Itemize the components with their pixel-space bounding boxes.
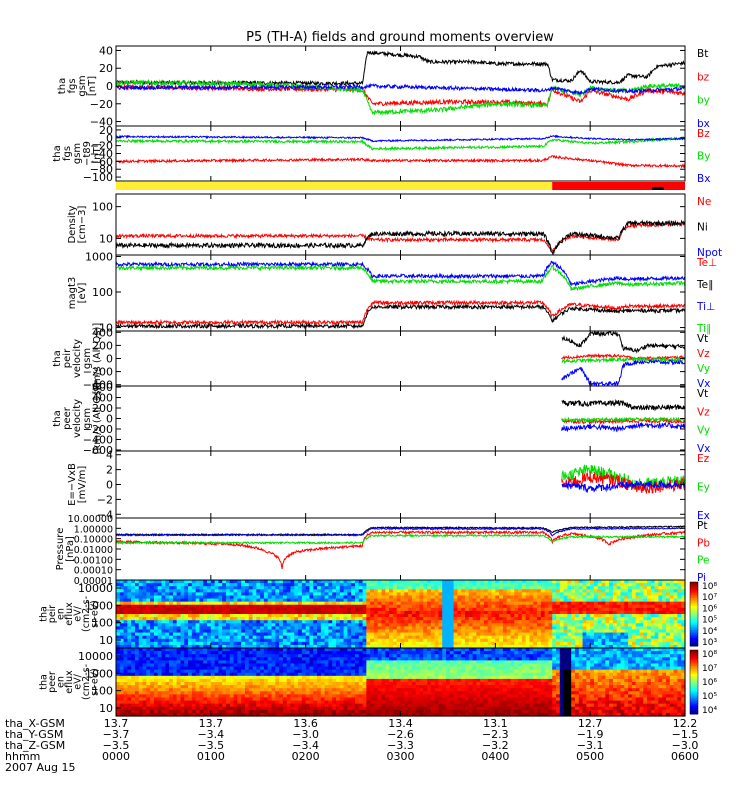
series-line — [562, 360, 685, 385]
y-axis-label-line: [nT] — [87, 76, 98, 96]
y-tick-label: 100 — [92, 286, 113, 299]
y-tick-label: 10 — [99, 634, 113, 647]
series-line — [116, 305, 685, 328]
y-axis-label-line: [cm−3] — [77, 206, 88, 244]
legend-entry: by — [697, 95, 710, 107]
y-tick-label: 4 — [106, 449, 113, 462]
spectrogram-peer-eflux: 10000100010010thapeerenefluxeV/(cm2-s-sr… — [39, 648, 718, 717]
panel-frame — [116, 331, 685, 386]
series-line — [116, 526, 685, 535]
y-axis-label: E=−VxB[mV/m] — [67, 463, 88, 506]
legend-entry: Ti⊥ — [696, 301, 715, 313]
y-axis-label-line: sr-eV) — [90, 600, 101, 628]
legend-entry: Pt — [697, 520, 707, 532]
series-line — [562, 332, 685, 352]
y-tick-label: 1000 — [85, 250, 113, 263]
series-line — [116, 81, 685, 115]
y-tick-label: 0 — [106, 80, 113, 93]
colorbar-tick-label: 10³ — [702, 638, 717, 648]
legend-entry: Bz — [697, 128, 710, 140]
colorbar-tick-label: 10⁶ — [702, 604, 717, 614]
y-axis-label-line: [km/s (All Qs)] — [92, 383, 103, 455]
legend-entry: Ni — [697, 222, 708, 234]
y-tick-label: −100 — [83, 171, 113, 184]
series-line — [116, 266, 685, 291]
y-tick-label: 10000 — [78, 582, 113, 595]
series-line — [116, 301, 685, 324]
legend-entry: Vy — [697, 425, 710, 437]
y-tick-label: 0 — [106, 479, 113, 492]
series-line — [562, 423, 685, 432]
colorbar-tick-label: 10⁸ — [702, 582, 717, 592]
legend-entry: bz — [697, 71, 710, 83]
series-line — [116, 51, 685, 85]
panel-pressure: 10.000001.000000.100000.010000.001000.00… — [55, 514, 710, 587]
colorbar-tick-label: 10⁷ — [702, 593, 717, 603]
spectrogram-peir-eflux: 10000100010010thapeirenefluxeV/(cm2-s-sr… — [39, 580, 718, 649]
y-axis-label-line: [nPa] — [65, 536, 76, 562]
y-tick-label: 10 — [99, 232, 113, 245]
legend-entry: Pb — [697, 537, 710, 549]
y-tick-label: −2 — [97, 493, 113, 506]
panel-frame — [116, 386, 685, 451]
series-line — [116, 156, 685, 167]
legend-entry: Vz — [697, 406, 710, 418]
legend-entry: Te⊥ — [696, 257, 717, 269]
y-axis-label-line: [eV] — [77, 283, 88, 304]
y-axis-label-line: [nT] — [92, 143, 103, 163]
colorbar-tick-label: 10⁴ — [702, 627, 717, 637]
mode-bar-segment — [552, 182, 685, 190]
legend-entry: Vz — [697, 348, 710, 360]
legend-entry: Te∥ — [696, 279, 713, 291]
panel-frame — [116, 126, 685, 181]
legend-entry: Vy — [697, 363, 710, 375]
legend-entry: Vt — [697, 333, 708, 345]
series-line — [116, 221, 685, 255]
y-tick-label: −20 — [90, 98, 113, 111]
mode-bar-marker — [652, 187, 664, 190]
y-tick-label: 40 — [99, 44, 113, 57]
y-tick-label: 0 — [106, 353, 113, 366]
y-axis-label: Density[cm−3] — [67, 205, 88, 243]
legend-entry: Bx — [697, 173, 710, 185]
legend-entry: Pe — [697, 555, 709, 567]
colorbar-tick-label: 10⁵ — [702, 616, 717, 626]
y-tick-label: 100 — [92, 201, 113, 214]
y-tick-label: 2 — [106, 464, 113, 477]
legend-entry: Ey — [697, 482, 710, 494]
series-line — [562, 400, 685, 410]
y-axis-label-line: [mV/m] — [77, 466, 88, 504]
legend-entry: Bt — [697, 48, 708, 60]
legend-entry: By — [697, 151, 710, 163]
plot-title: P5 (TH-A) fields and ground moments over… — [246, 30, 554, 45]
mode-bar-segment — [116, 182, 552, 190]
legend-entry: Ez — [697, 453, 710, 465]
y-tick-label: 20 — [99, 62, 113, 75]
y-axis-label: magt3[eV] — [67, 277, 88, 310]
legend-entry: Ne — [697, 196, 711, 208]
series-line — [562, 481, 685, 492]
legend-entry: Vt — [697, 388, 708, 400]
